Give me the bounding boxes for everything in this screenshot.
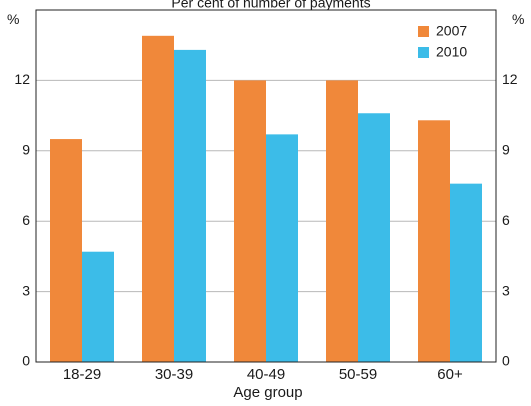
y-axis-unit-right: % xyxy=(512,11,524,27)
y-tick-label-right: 3 xyxy=(502,282,510,298)
y-axis-unit-left: % xyxy=(7,11,19,27)
y-tick-labels: 0 0 3 3 6 6 9 9 12 12 xyxy=(14,71,517,369)
bar-2010-60+ xyxy=(450,183,482,362)
bars xyxy=(50,35,482,363)
y-tick-label-right: 6 xyxy=(502,212,510,228)
x-tick-label: 40-49 xyxy=(247,366,285,383)
x-tick-label: 50-59 xyxy=(339,366,377,383)
chart-title: Per cent of number of payments xyxy=(171,0,370,11)
x-tick-labels: 18-29 30-39 40-49 50-59 60+ xyxy=(63,366,463,383)
legend-swatch-2007 xyxy=(418,26,429,37)
legend: 2007 2010 xyxy=(418,23,467,60)
bar-2010-50-59 xyxy=(358,113,390,363)
x-tick-label: 30-39 xyxy=(155,366,193,383)
plot-frame xyxy=(35,9,497,363)
y-tick-label-left: 12 xyxy=(14,71,30,87)
x-tick-label: 18-29 xyxy=(63,366,101,383)
legend-swatch-2010 xyxy=(418,47,429,58)
bar-2010-40-49 xyxy=(266,134,298,362)
y-tick-label-right: 9 xyxy=(502,142,510,158)
legend-label-2010: 2010 xyxy=(436,44,467,60)
bar-2007-30-39 xyxy=(142,35,174,363)
bar-2007-50-59 xyxy=(326,80,358,363)
legend-label-2007: 2007 xyxy=(436,23,467,39)
y-tick-label-right: 12 xyxy=(502,71,518,87)
y-tick-label-left: 3 xyxy=(22,282,30,298)
y-tick-label-left: 0 xyxy=(22,353,30,369)
bar-2007-60+ xyxy=(418,120,450,362)
bar-2007-18-29 xyxy=(50,139,82,362)
bar-2010-30-39 xyxy=(174,49,206,362)
y-tick-label-left: 6 xyxy=(22,212,30,228)
y-tick-label-left: 9 xyxy=(22,142,30,158)
y-tick-label-right: 0 xyxy=(502,353,510,369)
x-axis-label: Age group xyxy=(233,384,302,401)
bar-2007-40-49 xyxy=(234,80,266,363)
x-tick-label: 60+ xyxy=(437,366,463,383)
bar-2010-18-29 xyxy=(82,251,114,362)
